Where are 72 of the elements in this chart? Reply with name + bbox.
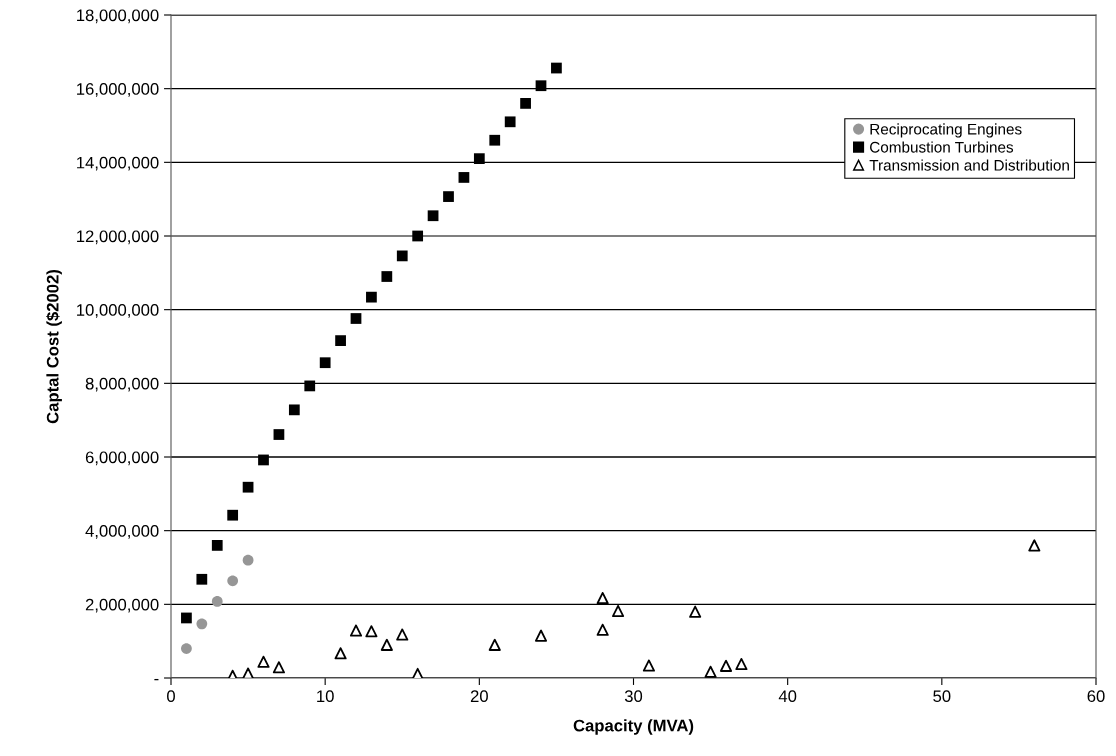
point [735, 657, 748, 671]
point [704, 665, 717, 678]
x-tick-label: 30 [624, 690, 643, 703]
y-tick-label: - [154, 678, 159, 681]
x-tick-label: 0 [167, 690, 175, 703]
y-tick-label: 8,000,000 [85, 377, 159, 392]
point [242, 667, 255, 678]
point [642, 659, 655, 672]
point [596, 623, 609, 636]
point [473, 153, 485, 165]
point [273, 429, 285, 440]
y-axis-title: Captal Cost ($2002) [46, 269, 62, 424]
point [181, 643, 192, 654]
point [181, 612, 192, 624]
point [596, 592, 609, 605]
x-tick-label: 20 [470, 690, 488, 703]
point [304, 380, 316, 392]
point [335, 335, 346, 346]
point [411, 667, 424, 678]
point [257, 655, 270, 668]
point [488, 638, 501, 651]
point [612, 604, 625, 618]
point [349, 624, 363, 637]
point [334, 647, 347, 660]
legend-label: Transmission and Distribution [869, 159, 1069, 171]
point [227, 575, 239, 587]
point [1028, 539, 1041, 552]
point [396, 250, 408, 262]
point [719, 659, 733, 672]
y-tick-label: 2,000,000 [85, 598, 159, 613]
point [211, 596, 223, 607]
legend-label: Combustion Turbines [870, 141, 1014, 153]
x-tick-label: 60 [1087, 690, 1105, 703]
x-tick-label: 50 [933, 690, 951, 703]
point [412, 230, 424, 242]
point [288, 404, 300, 416]
point [366, 291, 377, 303]
point [689, 605, 702, 618]
point [272, 661, 285, 674]
point [211, 540, 223, 551]
point [196, 573, 208, 585]
x-tick-label: 40 [778, 690, 797, 703]
point [380, 638, 393, 651]
point [396, 628, 409, 641]
y-tick-label: 10,000,000 [77, 304, 159, 318]
point [520, 98, 531, 109]
y-tick-label: 4,000,000 [85, 525, 159, 539]
point [258, 454, 269, 466]
y-tick-label: 14,000,000 [77, 156, 159, 171]
point [551, 62, 562, 74]
x-axis-title: Capacity (MVA) [573, 719, 694, 735]
point [196, 618, 208, 630]
point [381, 271, 393, 282]
point [427, 210, 439, 222]
y-tick-label: 12,000,000 [77, 230, 159, 245]
point [365, 625, 378, 638]
y-tick-label: 6,000,000 [85, 451, 159, 466]
legend-label: Reciprocating Engines [870, 123, 1022, 138]
y-tick-label: 18,000,000 [77, 9, 159, 24]
y-tick-label: 16,000,000 [77, 83, 159, 97]
point [535, 80, 547, 92]
point [227, 509, 239, 521]
point [242, 554, 254, 566]
point [350, 313, 362, 324]
point [489, 134, 501, 146]
point [319, 357, 331, 369]
point [242, 481, 254, 493]
point [534, 629, 548, 642]
point [458, 172, 470, 183]
point [443, 191, 454, 202]
point [504, 116, 516, 128]
x-tick-label: 10 [317, 690, 334, 703]
